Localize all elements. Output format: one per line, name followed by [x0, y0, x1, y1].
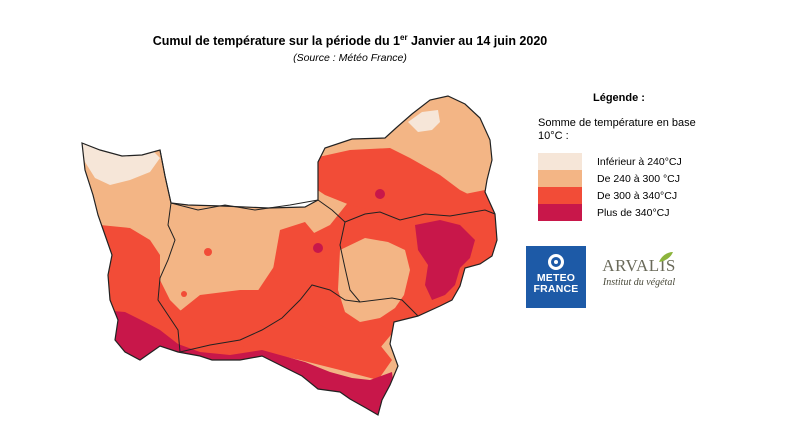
zone-gt340-spot-2 [313, 243, 323, 253]
legend-label-gt340: Plus de 340°CJ [597, 206, 670, 219]
department-borders [157, 149, 496, 353]
legend-description: Somme de température en base 10°C : [538, 117, 696, 142]
border-orne [179, 284, 361, 353]
legend-label-lt240: Inférieur à 240°CJ [597, 155, 682, 168]
arvalis-tagline: Institut du végétal [602, 277, 676, 288]
meteo-france-logo-text: METEO FRANCE [533, 272, 579, 295]
zone-300-340-south [175, 290, 392, 380]
leaf-icon [659, 252, 673, 262]
zone-300-340-spot-2 [181, 291, 187, 297]
meteo-france-emblem-icon [548, 254, 564, 270]
border-manche-north [159, 149, 172, 204]
legend-items: Inférieur à 240°CJ De 240 à 300 °CJ De 3… [538, 153, 778, 221]
zone-300-340-center [272, 222, 330, 305]
border-calvados-eure [317, 199, 419, 317]
map-title: Cumul de température sur la période du 1… [150, 33, 550, 48]
title-suffix: Janvier au 14 juin 2020 [407, 34, 548, 49]
border-seine-maritime-eure [344, 209, 496, 223]
map-title-block: Cumul de température sur la période du 1… [150, 33, 550, 64]
title-prefix: Cumul de température sur la période du 1 [152, 34, 401, 49]
map-source: (Source : Météo France) [293, 52, 407, 65]
zone-gt340-spot [375, 189, 385, 199]
legend-item-gt340: Plus de 340°CJ [538, 204, 778, 221]
arvalis-name-text: ARVALIS [602, 256, 676, 275]
legend-label-300-340: De 300 à 340°CJ [597, 189, 678, 202]
zone-lt240-north [408, 110, 440, 132]
zone-300-340-spot [204, 248, 212, 256]
arvalis-logo: ARVALIS Institut du végétal [594, 252, 684, 288]
border-calvados-coast [170, 199, 319, 211]
title-superscript: er [400, 33, 408, 42]
zone-gt340-east [415, 220, 475, 300]
temperature-zones [82, 96, 497, 415]
border-manche-calvados [157, 202, 181, 353]
legend-swatch-240-300 [538, 170, 582, 187]
legend-swatch-gt340 [538, 204, 582, 221]
legend-swatch-lt240 [538, 153, 582, 170]
arvalis-logo-name: ARVALIS [594, 252, 684, 276]
meteo-france-logo: METEO FRANCE [526, 246, 586, 308]
zone-300-340-north [305, 148, 497, 222]
legend-item-300-340: De 300 à 340°CJ [538, 187, 778, 204]
legend-heading: Légende : [593, 92, 645, 104]
legend-item-lt240: Inférieur à 240°CJ [538, 153, 778, 170]
legend-item-240-300: De 240 à 300 °CJ [538, 170, 778, 187]
map-legend: Légende : Somme de température en base 1… [538, 92, 778, 221]
legend-swatch-300-340 [538, 187, 582, 204]
legend-label-240-300: De 240 à 300 °CJ [597, 172, 681, 185]
